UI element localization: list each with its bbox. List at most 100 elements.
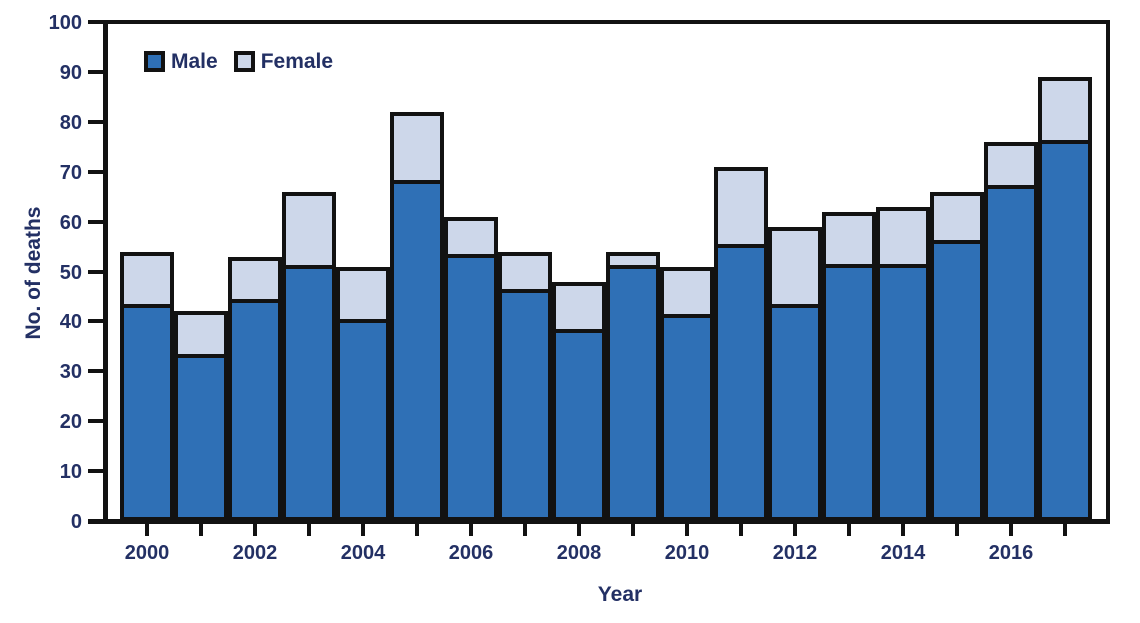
bar-2014 xyxy=(876,206,930,521)
y-tick xyxy=(88,20,105,24)
bar-female-segment xyxy=(340,270,386,324)
y-tick xyxy=(88,519,105,523)
x-tick xyxy=(793,521,797,536)
x-tick xyxy=(955,521,959,536)
x-tick xyxy=(739,521,743,536)
x-tick xyxy=(1009,521,1013,536)
y-tick-label: 70 xyxy=(59,161,82,184)
bar-female-segment xyxy=(124,255,170,309)
y-tick xyxy=(88,69,105,74)
y-tick xyxy=(88,169,105,174)
bar-2012 xyxy=(768,226,822,521)
y-tick xyxy=(88,319,105,324)
x-tick xyxy=(685,521,689,536)
x-tick xyxy=(847,521,851,536)
y-tick-label: 20 xyxy=(59,411,82,434)
bar-female-segment xyxy=(448,220,494,259)
bar-2010 xyxy=(660,266,714,521)
legend: Male Female xyxy=(144,51,333,72)
bar-female-segment xyxy=(988,145,1034,189)
bar-female-segment xyxy=(934,195,980,244)
bar-2003 xyxy=(282,191,336,521)
bar-male-segment xyxy=(1042,143,1088,517)
x-tick-label: 2014 xyxy=(880,542,926,564)
x-tick xyxy=(145,521,149,536)
y-tick xyxy=(88,369,105,374)
bar-2016 xyxy=(984,141,1038,521)
x-tick xyxy=(253,521,257,536)
y-tick xyxy=(88,119,105,124)
x-tick xyxy=(631,521,635,536)
x-tick-label: 2002 xyxy=(232,542,278,564)
plot-top-frame-line xyxy=(103,20,1110,24)
bar-female-segment xyxy=(556,285,602,334)
bar-2015 xyxy=(930,191,984,521)
bar-2001 xyxy=(174,311,228,521)
bar-female-segment xyxy=(718,170,764,249)
y-tick xyxy=(88,269,105,274)
bar-male-segment xyxy=(124,308,170,517)
bar-male-segment xyxy=(610,268,656,517)
bar-female-segment xyxy=(178,315,224,359)
y-tick-label: 100 xyxy=(48,12,82,34)
y-tick-label: 60 xyxy=(59,211,82,234)
x-tick xyxy=(199,521,203,536)
bar-male-segment xyxy=(394,183,440,517)
bar-male-segment xyxy=(556,333,602,517)
bar-male-segment xyxy=(934,243,980,517)
y-tick-label: 10 xyxy=(59,461,82,484)
bar-2008 xyxy=(552,281,606,521)
bar-female-segment xyxy=(286,195,332,269)
x-axis-line xyxy=(88,519,1110,524)
x-tick xyxy=(469,521,473,536)
bar-male-segment xyxy=(340,323,386,517)
bar-male-segment xyxy=(880,268,926,517)
y-tick xyxy=(88,469,105,474)
x-tick xyxy=(523,521,527,536)
y-tick-label: 50 xyxy=(59,261,82,284)
bar-female-segment xyxy=(394,115,440,184)
plot-right-frame-line xyxy=(1106,20,1110,524)
x-tick xyxy=(901,521,905,536)
bar-2013 xyxy=(822,211,876,521)
x-tick xyxy=(415,521,419,536)
bar-male-segment xyxy=(664,318,710,517)
x-tick xyxy=(577,521,581,536)
legend-swatch-female xyxy=(233,51,255,72)
y-tick-label: 40 xyxy=(59,311,82,334)
y-tick-label: 80 xyxy=(59,111,82,134)
bar-female-segment xyxy=(610,255,656,269)
bar-2011 xyxy=(714,166,768,521)
legend-label: Male xyxy=(171,50,218,73)
bar-male-segment xyxy=(772,308,818,517)
bar-2005 xyxy=(390,111,444,521)
x-tick xyxy=(361,521,365,536)
y-tick xyxy=(88,419,105,424)
x-tick-label: 2012 xyxy=(772,542,818,564)
bar-male-segment xyxy=(232,303,278,517)
bar-2017 xyxy=(1038,76,1092,521)
x-tick-label: 2006 xyxy=(448,542,494,564)
y-tick xyxy=(88,219,105,224)
x-tick-label: 2016 xyxy=(988,542,1034,564)
bar-female-segment xyxy=(664,270,710,319)
y-axis-line xyxy=(103,20,108,524)
x-tick-label: 2010 xyxy=(664,542,710,564)
legend-item-male: Male xyxy=(144,51,218,72)
bar-male-segment xyxy=(286,268,332,517)
x-tick-label: 2000 xyxy=(124,542,170,564)
x-tick-label: 2004 xyxy=(340,542,386,564)
legend-label: Female xyxy=(260,50,334,73)
bar-2004 xyxy=(336,266,390,521)
x-tick xyxy=(1063,521,1067,536)
legend-item-female: Female xyxy=(233,50,334,73)
legend-swatch-male xyxy=(144,51,165,72)
bar-female-segment xyxy=(772,230,818,309)
y-tick-label: 90 xyxy=(59,61,82,84)
y-tick-label: 0 xyxy=(70,511,82,533)
y-tick-label: 30 xyxy=(59,361,82,384)
x-tick xyxy=(307,521,311,536)
x-axis-title: Year xyxy=(597,583,643,606)
bar-female-segment xyxy=(826,215,872,269)
